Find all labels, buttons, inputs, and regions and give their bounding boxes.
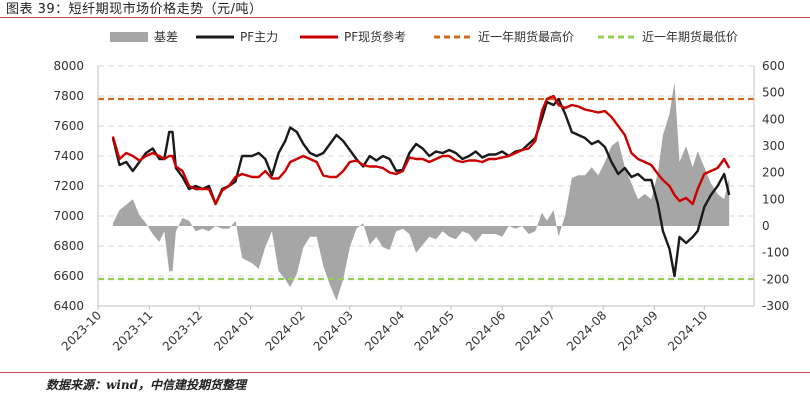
x-tick-label: 2024-06	[463, 308, 508, 353]
legend-swatch-basis	[110, 32, 148, 42]
legend-label: 基差	[154, 30, 178, 44]
y-right-tick-label: -300	[762, 299, 789, 313]
y-right-tick-label: 300	[762, 139, 785, 153]
x-tick-label: 2023-12	[160, 308, 205, 353]
source-note: 数据来源：wind，中信建投期货整理	[46, 378, 247, 392]
y-right-tick-label: 100	[762, 192, 785, 206]
futures-line	[111, 97, 731, 278]
y-left-tick-label: 8000	[53, 59, 84, 73]
y-right-tick-label: 400	[762, 112, 785, 126]
x-tick-label: 2024-04	[362, 308, 407, 353]
figure-title: 图表 39：短纤期现市场价格走势（元/吨）	[6, 2, 263, 17]
y-left-tick-label: 7600	[53, 119, 84, 133]
x-tick-label: 2023-11	[110, 308, 155, 353]
price-lines	[111, 94, 731, 278]
y-left-tick-label: 6800	[53, 239, 84, 253]
y-right-tick-label: -200	[762, 272, 789, 286]
x-tick-label: 2024-03	[311, 308, 356, 353]
legend-label: PF现货参考	[344, 29, 406, 44]
y-right-tick-label: 500	[762, 86, 785, 100]
y-left-tick-label: 7200	[53, 179, 84, 193]
legend-label: PF主力	[240, 30, 278, 44]
x-tick-label: 2024-01	[211, 308, 256, 353]
y-left-tick-label: 7800	[53, 89, 84, 103]
chart-canvas: 基差 PF主力 PF现货参考 近一年期货最高价 近一年期货最低价 6400 6600 680…	[53, 29, 789, 354]
x-tick-label: 2024-02	[263, 308, 308, 353]
spot-line	[111, 94, 731, 206]
y-right-tick-label: 0	[762, 219, 770, 233]
source-rule	[0, 372, 810, 373]
x-tick-label: 2024-08	[564, 308, 609, 353]
y-left-tick-label: 6400	[53, 299, 84, 313]
legend-label: 近一年期货最低价	[642, 29, 738, 44]
basis-area	[112, 82, 730, 301]
y-left-tick-label: 6600	[53, 269, 84, 283]
title-rule	[0, 17, 810, 18]
x-tick-label: 2024-07	[513, 308, 558, 353]
y-right-tick-label: 600	[762, 59, 785, 73]
x-tick-label: 2024-05	[412, 308, 457, 353]
y-right-tick-label: -100	[762, 246, 789, 260]
x-tick-label: 2024-09	[615, 308, 660, 353]
x-tick-label: 2024-10	[665, 308, 710, 353]
legend-label: 近一年期货最高价	[478, 29, 574, 44]
x-tick-label: 2023-10	[59, 308, 104, 353]
y-right-tick-label: 200	[762, 166, 785, 180]
series-basis	[112, 82, 730, 301]
chart-legend: 基差 PF主力 PF现货参考 近一年期货最高价 近一年期货最低价	[110, 29, 738, 44]
y-left-tick-label: 7400	[53, 149, 84, 163]
y-left-tick-label: 7000	[53, 209, 84, 223]
